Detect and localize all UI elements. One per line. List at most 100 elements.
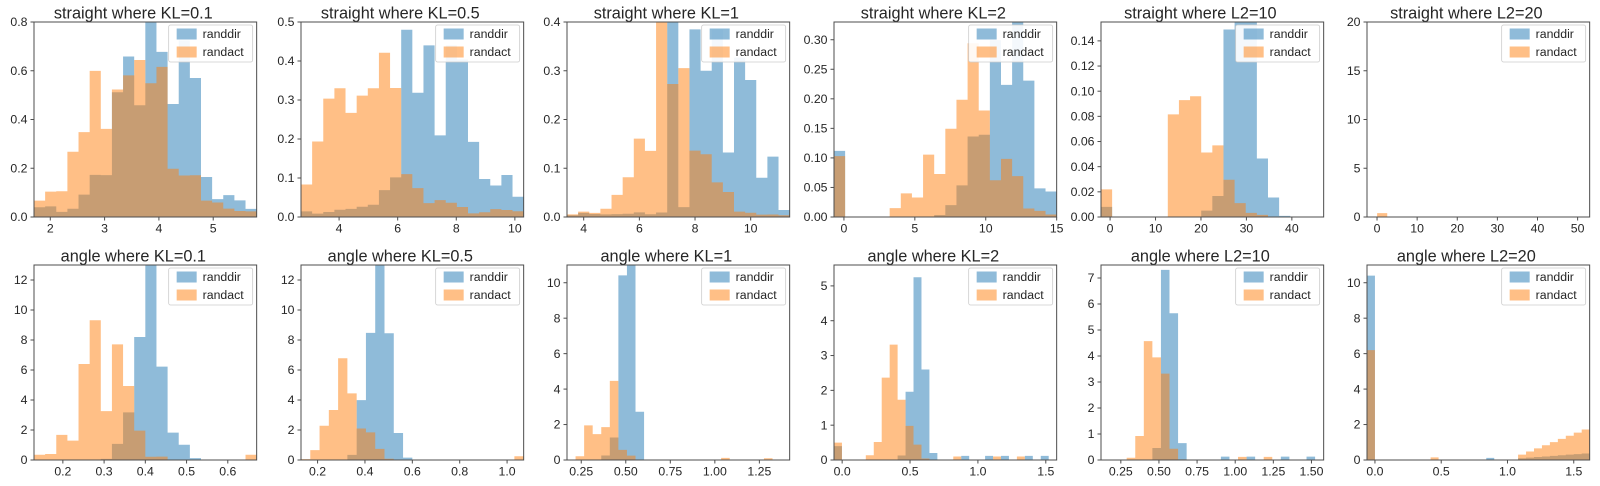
svg-text:20: 20 <box>1347 15 1361 29</box>
svg-text:2: 2 <box>287 423 294 437</box>
svg-text:straight where KL=2: straight where KL=2 <box>861 5 1006 23</box>
svg-text:10: 10 <box>1148 221 1162 235</box>
svg-text:6: 6 <box>394 221 401 235</box>
svg-text:0.2: 0.2 <box>544 113 561 127</box>
svg-text:straight where KL=0.1: straight where KL=0.1 <box>54 5 213 23</box>
svg-text:6: 6 <box>1087 297 1094 311</box>
svg-text:2: 2 <box>1354 418 1361 432</box>
svg-text:1.5: 1.5 <box>1037 464 1054 478</box>
svg-text:1.0: 1.0 <box>1499 464 1516 478</box>
svg-text:0: 0 <box>841 221 848 235</box>
svg-text:4: 4 <box>21 393 28 407</box>
svg-text:3: 3 <box>1087 375 1094 389</box>
svg-text:angle where L2=20: angle where L2=20 <box>1397 248 1536 266</box>
svg-text:0.12: 0.12 <box>1070 59 1094 73</box>
svg-text:7: 7 <box>1087 271 1094 285</box>
svg-text:angle where L2=10: angle where L2=10 <box>1130 248 1269 266</box>
svg-text:6: 6 <box>554 347 561 361</box>
svg-text:0.2: 0.2 <box>54 464 71 478</box>
svg-text:straight where KL=0.5: straight where KL=0.5 <box>321 5 480 23</box>
svg-text:randdir: randdir <box>1536 270 1574 284</box>
svg-text:0.8: 0.8 <box>451 464 468 478</box>
svg-text:angle where KL=2: angle where KL=2 <box>867 248 999 266</box>
svg-text:10: 10 <box>1347 113 1361 127</box>
svg-text:0.50: 0.50 <box>1147 464 1171 478</box>
svg-text:straight where KL=1: straight where KL=1 <box>594 5 739 23</box>
svg-text:0.04: 0.04 <box>1070 160 1094 174</box>
svg-text:randact: randact <box>469 288 511 302</box>
svg-text:0.3: 0.3 <box>277 93 294 107</box>
svg-text:0.4: 0.4 <box>356 464 373 478</box>
svg-text:0.50: 0.50 <box>614 464 638 478</box>
svg-text:0.3: 0.3 <box>96 464 113 478</box>
svg-text:randact: randact <box>1536 288 1578 302</box>
svg-text:randact: randact <box>203 288 245 302</box>
svg-text:6: 6 <box>636 221 643 235</box>
svg-text:0.75: 0.75 <box>659 464 683 478</box>
svg-text:4: 4 <box>1087 349 1094 363</box>
svg-text:5: 5 <box>210 221 217 235</box>
svg-text:10: 10 <box>508 221 522 235</box>
svg-text:0.0: 0.0 <box>10 210 27 224</box>
svg-text:0.8: 0.8 <box>10 15 27 29</box>
svg-text:randdir: randdir <box>203 270 241 284</box>
svg-text:0.6: 0.6 <box>403 464 420 478</box>
svg-text:5: 5 <box>1354 161 1361 175</box>
svg-text:4: 4 <box>287 393 294 407</box>
svg-text:4: 4 <box>335 221 342 235</box>
svg-text:0.00: 0.00 <box>804 210 828 224</box>
svg-text:randdir: randdir <box>469 270 507 284</box>
svg-text:1.0: 1.0 <box>969 464 986 478</box>
svg-text:0.0: 0.0 <box>544 210 561 224</box>
svg-text:randdir: randdir <box>203 27 241 41</box>
svg-text:10: 10 <box>547 276 561 290</box>
svg-text:5: 5 <box>911 221 918 235</box>
svg-text:0.4: 0.4 <box>137 464 154 478</box>
svg-text:0.14: 0.14 <box>1070 34 1094 48</box>
svg-text:randact: randact <box>1269 45 1311 59</box>
svg-text:0.20: 0.20 <box>804 92 828 106</box>
svg-text:randact: randact <box>1536 45 1578 59</box>
svg-text:randdir: randdir <box>1269 270 1307 284</box>
svg-text:0.05: 0.05 <box>804 181 828 195</box>
svg-text:0.0: 0.0 <box>1367 464 1384 478</box>
svg-text:0: 0 <box>1354 210 1361 224</box>
svg-text:4: 4 <box>155 221 162 235</box>
svg-text:15: 15 <box>1347 64 1361 78</box>
svg-text:10: 10 <box>744 221 758 235</box>
svg-text:0.10: 0.10 <box>804 151 828 165</box>
svg-text:randact: randact <box>469 45 511 59</box>
svg-text:0.15: 0.15 <box>804 122 828 136</box>
svg-text:0: 0 <box>1374 221 1381 235</box>
svg-text:0.06: 0.06 <box>1070 135 1094 149</box>
svg-text:4: 4 <box>1354 382 1361 396</box>
svg-text:1.0: 1.0 <box>498 464 515 478</box>
svg-text:randdir: randdir <box>736 270 774 284</box>
svg-text:5: 5 <box>1087 323 1094 337</box>
svg-text:8: 8 <box>453 221 460 235</box>
svg-text:1: 1 <box>1087 427 1094 441</box>
svg-text:5: 5 <box>821 279 828 293</box>
svg-text:0.1: 0.1 <box>277 171 294 185</box>
svg-text:2: 2 <box>21 423 28 437</box>
svg-text:0.25: 0.25 <box>570 464 594 478</box>
svg-text:30: 30 <box>1239 221 1253 235</box>
svg-text:randact: randact <box>203 45 245 59</box>
svg-text:0.5: 0.5 <box>901 464 918 478</box>
svg-text:3: 3 <box>101 221 108 235</box>
svg-text:angle where KL=1: angle where KL=1 <box>601 248 733 266</box>
svg-text:4: 4 <box>581 221 588 235</box>
svg-text:0.6: 0.6 <box>219 464 236 478</box>
svg-text:0: 0 <box>287 453 294 467</box>
svg-text:0.02: 0.02 <box>1070 185 1094 199</box>
svg-text:0: 0 <box>1087 453 1094 467</box>
svg-text:0.4: 0.4 <box>277 54 294 68</box>
svg-text:randdir: randdir <box>1003 27 1041 41</box>
svg-text:40: 40 <box>1531 221 1545 235</box>
svg-text:0.5: 0.5 <box>1433 464 1450 478</box>
svg-text:0.25: 0.25 <box>804 62 828 76</box>
svg-text:50: 50 <box>1571 221 1585 235</box>
svg-text:8: 8 <box>1354 311 1361 325</box>
svg-text:10: 10 <box>280 303 294 317</box>
svg-text:0: 0 <box>554 453 561 467</box>
